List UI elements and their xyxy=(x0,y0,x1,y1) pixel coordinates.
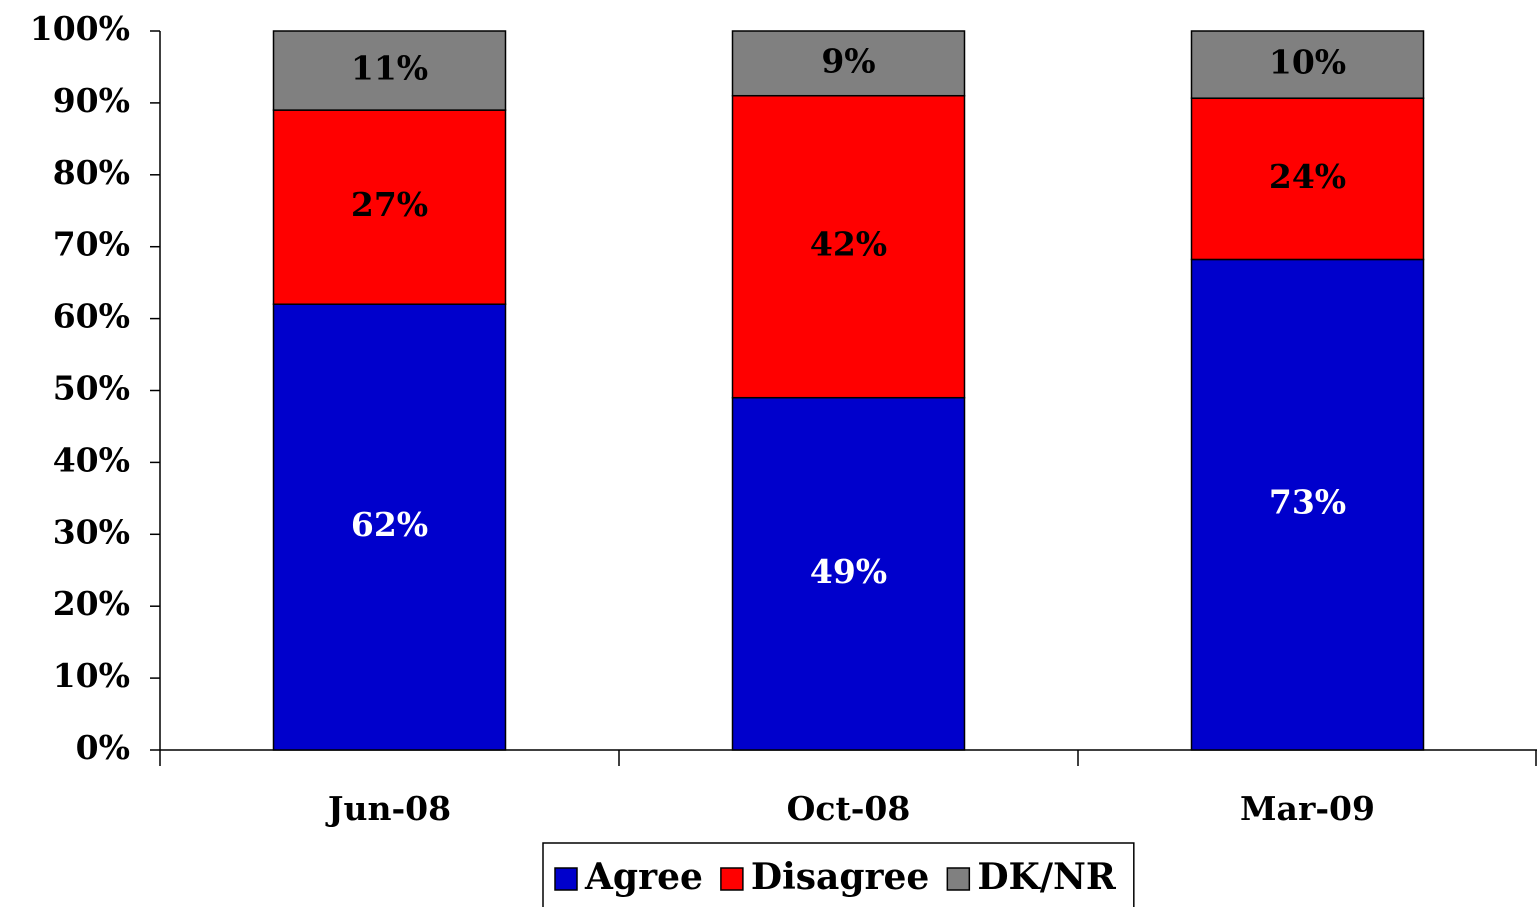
y-tick-label: 30% xyxy=(53,512,130,551)
bar-segment xyxy=(1190,97,1425,261)
y-tick-label: 20% xyxy=(53,584,130,623)
data-label: 10% xyxy=(1269,43,1346,82)
x-tick-label: Mar-09 xyxy=(1240,789,1375,828)
bar-segment xyxy=(272,30,507,111)
bar-segment xyxy=(272,109,507,305)
legend-label: Agree xyxy=(584,856,703,898)
y-tick-label: 90% xyxy=(53,81,130,120)
y-tick-label: 40% xyxy=(53,440,130,479)
y-tick-label: 70% xyxy=(53,225,130,264)
data-label: 62% xyxy=(351,505,428,544)
y-tick-label: 80% xyxy=(53,153,130,192)
y-tick-label: 50% xyxy=(53,369,130,408)
data-label: 27% xyxy=(351,185,428,224)
legend-box xyxy=(542,842,1135,907)
data-label: 9% xyxy=(821,41,875,80)
data-label: 49% xyxy=(810,552,887,591)
legend-label: DK/NR xyxy=(977,856,1117,898)
bar-segment xyxy=(731,30,966,97)
bar-segment xyxy=(731,94,966,399)
x-tick-label: Jun-08 xyxy=(325,789,451,828)
y-tick-label: 0% xyxy=(76,728,130,767)
y-tick-label: 60% xyxy=(53,297,130,336)
y-tick-label: 10% xyxy=(53,656,130,695)
x-tick-label: Oct-08 xyxy=(787,789,911,828)
bar-segment xyxy=(272,303,507,751)
legend-swatch xyxy=(554,867,578,891)
y-tick-label: 100% xyxy=(30,9,130,48)
data-label: 24% xyxy=(1269,157,1346,196)
data-label: 73% xyxy=(1269,483,1346,522)
data-label: 42% xyxy=(810,225,887,264)
data-label: 11% xyxy=(351,49,428,88)
bar-segment xyxy=(731,396,966,751)
legend-label: Disagree xyxy=(751,856,929,898)
bar-segment xyxy=(1190,30,1425,99)
legend-swatch xyxy=(720,867,744,891)
legend-swatch xyxy=(946,867,971,891)
